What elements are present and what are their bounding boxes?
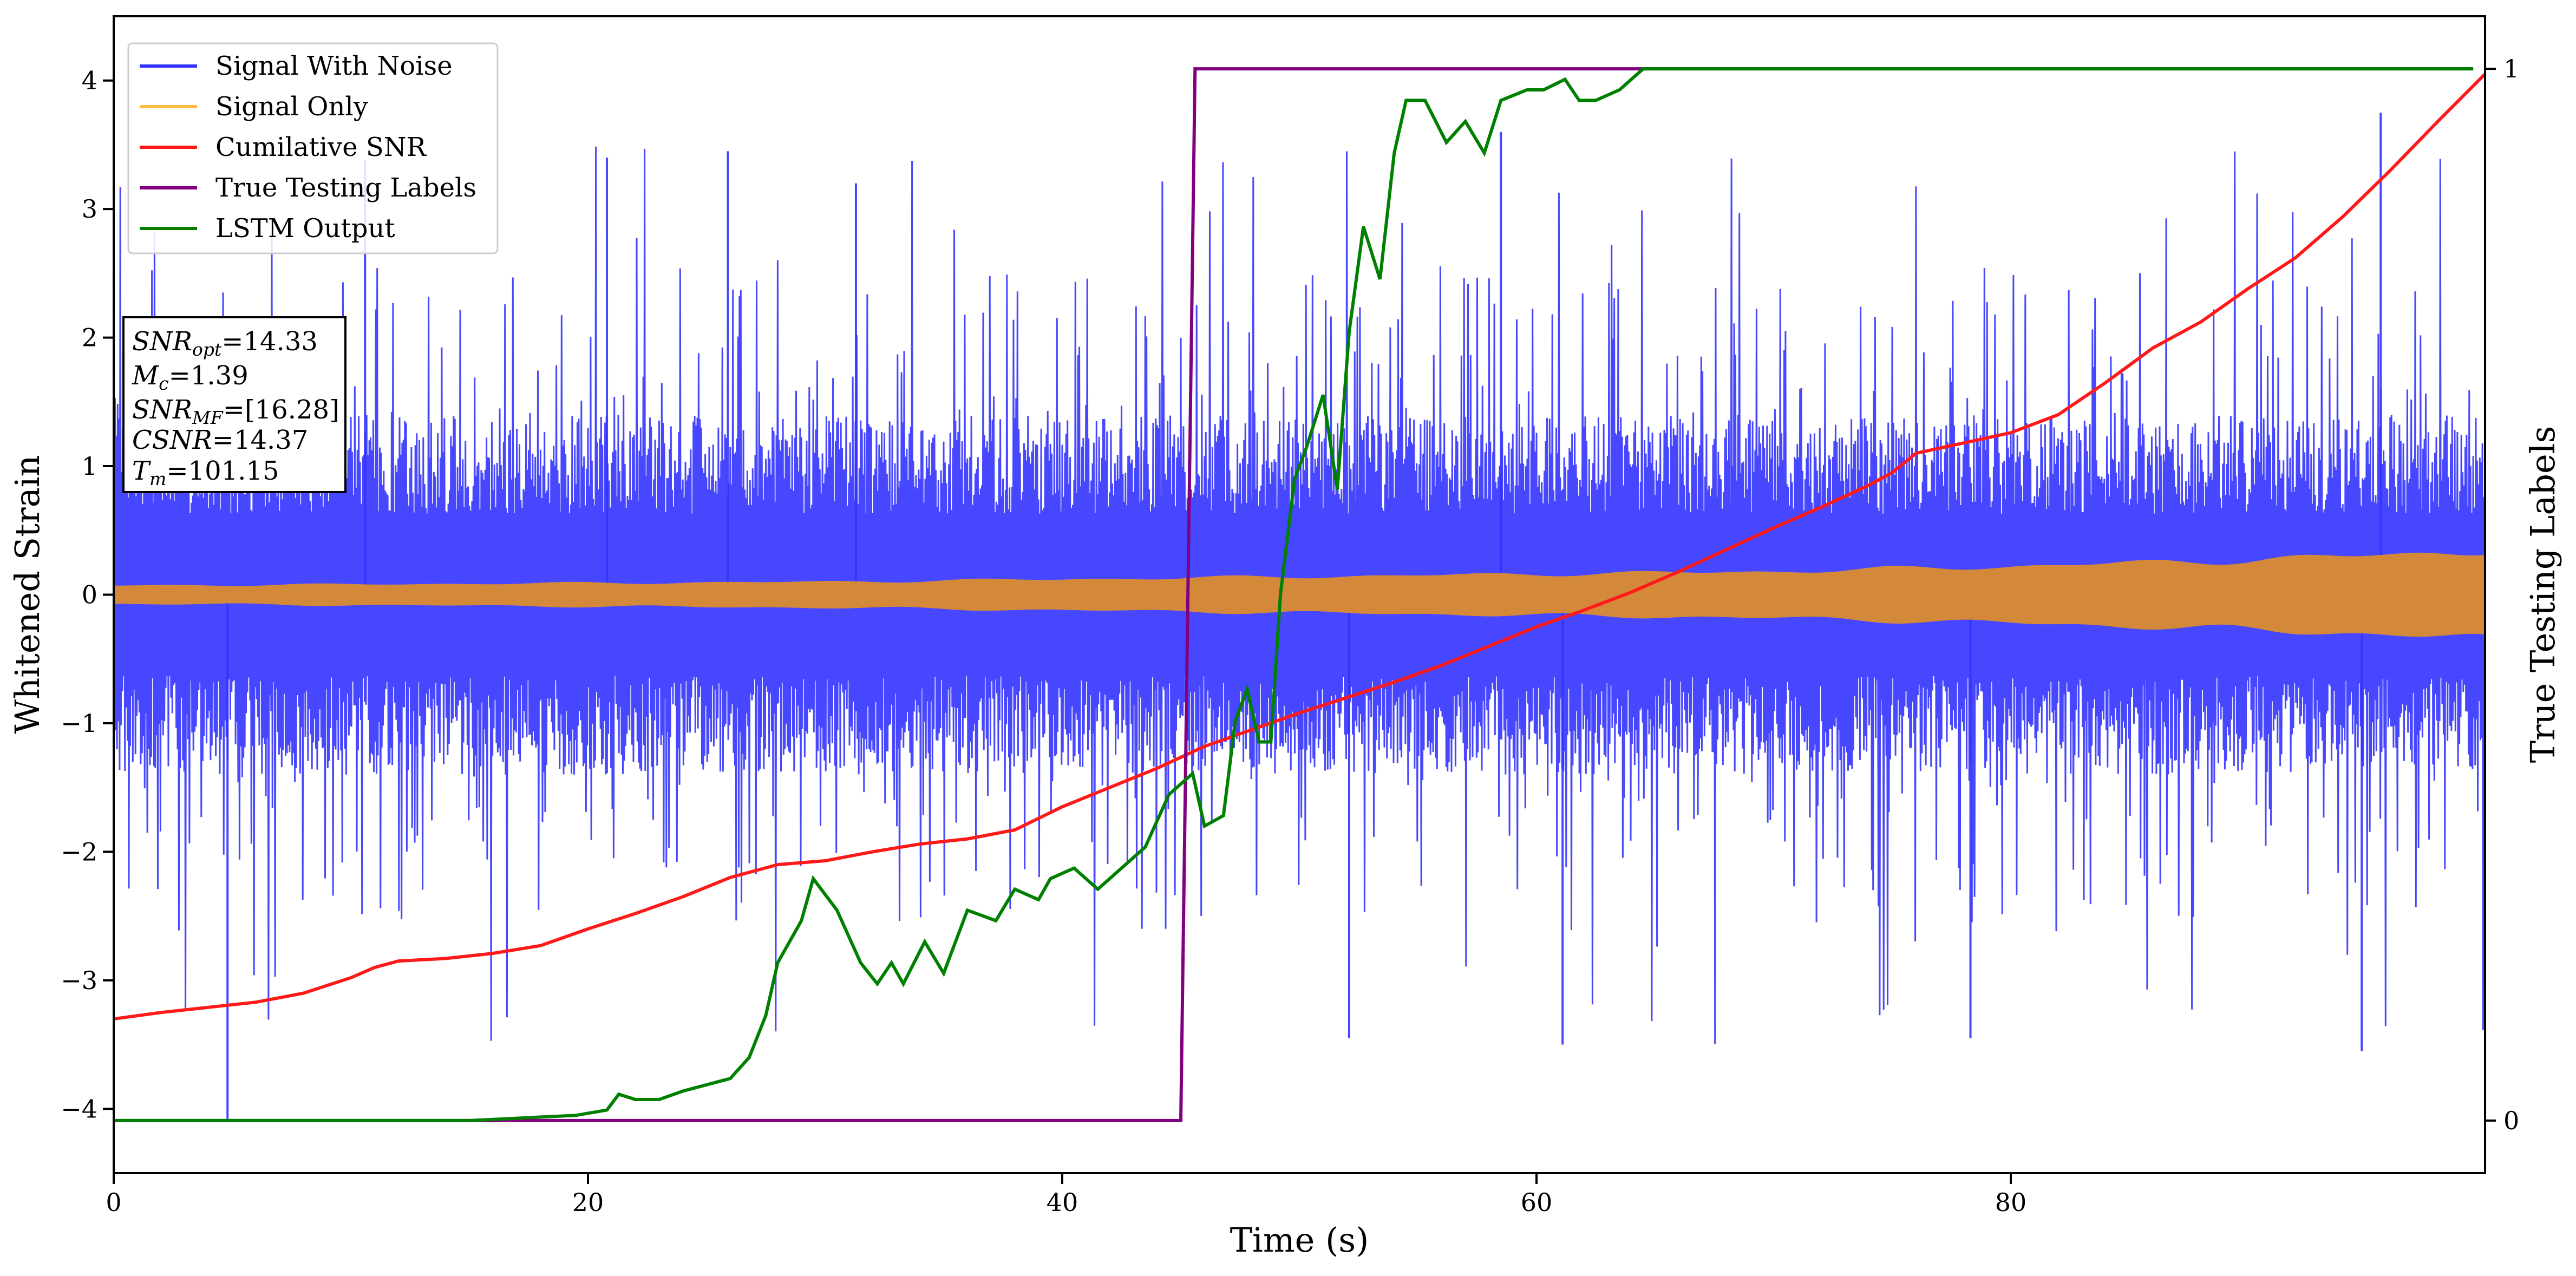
x-axis-label: Time (s) (1230, 1220, 1369, 1260)
info-tm: Tm=101.15 (132, 456, 279, 489)
x-tick-label: 40 (1047, 1188, 1078, 1217)
y-axis-left: −4 −3 −2 −1 0 1 2 3 4 (61, 66, 114, 1123)
legend-label: Signal Only (215, 91, 368, 122)
y-axis-label: Whitened Strain (8, 455, 47, 734)
x-tick-label: 80 (1995, 1188, 2027, 1217)
legend-label: LSTM Output (215, 213, 395, 244)
plot-area (114, 67, 2485, 1122)
legend-label: Signal With Noise (215, 51, 453, 81)
signal-only-line (114, 552, 2485, 637)
info-snr-mf: SNRMF=[16.28] (132, 395, 339, 428)
y-tick-label: −4 (61, 1094, 97, 1123)
signal-with-noise-line (114, 146, 2485, 1044)
lstm-output-line (114, 67, 2474, 1122)
y-tick-label: −1 (61, 709, 97, 738)
y2-tick-label: 1 (2503, 54, 2519, 83)
legend-label: Cumilative SNR (215, 132, 427, 162)
x-axis: 0 20 40 60 80 (106, 1173, 2026, 1217)
y-tick-label: −2 (61, 837, 97, 866)
y2-tick-label: 0 (2503, 1106, 2519, 1135)
y-tick-label: 4 (82, 66, 97, 95)
legend: Signal With Noise Signal Only Cumilative S… (127, 42, 499, 254)
info-csnr: CSNR=14.37 (132, 425, 308, 455)
y2-axis-label: True Testing Labels (2523, 426, 2562, 763)
y-tick-label: 1 (82, 451, 97, 481)
legend-box (127, 42, 499, 254)
cumulative-snr-line (114, 73, 2485, 1021)
y-tick-label: 0 (82, 580, 97, 610)
info-box: SNRopt=14.33 Mc=1.39 SNRMF=[16.28] CSNR=… (122, 316, 346, 493)
info-box-frame (122, 316, 346, 493)
x-tick-label: 60 (1521, 1188, 1553, 1217)
noise-spikes (226, 113, 2382, 1122)
info-snr-opt: SNRopt=14.33 (132, 326, 318, 360)
info-mc: Mc=1.39 (132, 361, 249, 394)
y-axis-right: 01 (2485, 54, 2519, 1135)
y-tick-label: −3 (61, 966, 97, 995)
y-tick-label: 3 (82, 194, 97, 224)
x-tick-label: 0 (106, 1188, 121, 1217)
x-tick-label: 20 (572, 1188, 604, 1217)
y-tick-label: 2 (82, 323, 97, 352)
legend-label: True Testing Labels (215, 173, 476, 203)
